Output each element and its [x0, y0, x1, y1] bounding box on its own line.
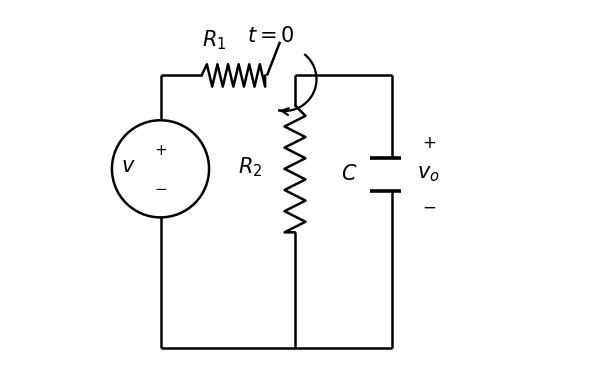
Text: $R_2$: $R_2$: [238, 155, 263, 179]
Text: $t = 0$: $t = 0$: [247, 26, 294, 46]
Text: $v_o$: $v_o$: [418, 165, 440, 184]
Text: $R_1$: $R_1$: [202, 28, 227, 52]
Text: $+$: $+$: [154, 143, 167, 158]
Text: $-$: $-$: [154, 180, 167, 195]
Text: $C$: $C$: [341, 164, 358, 184]
Text: $v$: $v$: [122, 158, 136, 177]
Text: $+$: $+$: [422, 134, 436, 152]
Text: $-$: $-$: [422, 197, 436, 215]
